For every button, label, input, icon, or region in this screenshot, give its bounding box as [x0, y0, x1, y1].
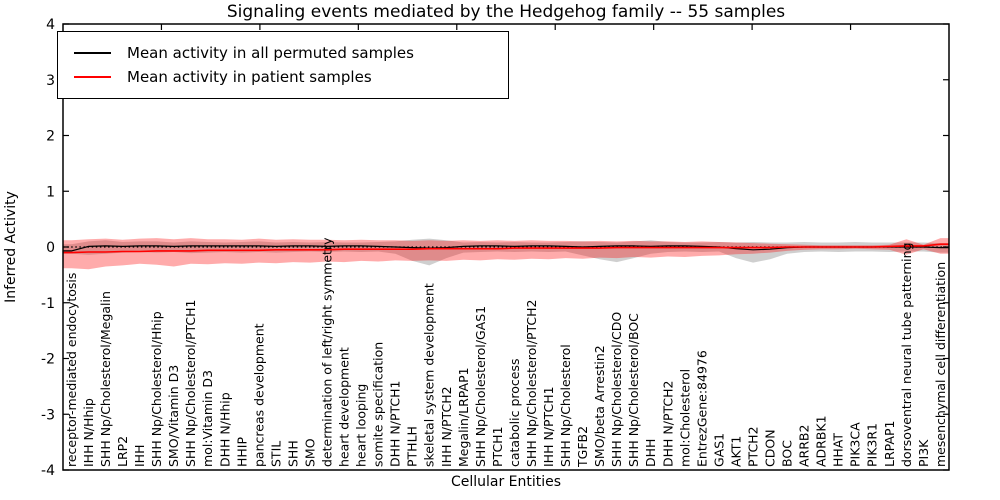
legend-label-patient: Mean activity in patient samples: [127, 68, 372, 86]
x-tick-label: mol:Vitamin D3: [200, 370, 215, 467]
x-tick-label: GAS1: [711, 433, 726, 467]
y-axis-label: Inferred Activity: [3, 191, 19, 303]
x-tick-label: heart development: [337, 347, 352, 467]
y-tick-label: -3: [41, 407, 55, 423]
patient-line-swatch: [74, 76, 111, 78]
x-tick-label: IHH N/PTCH1: [541, 386, 556, 467]
x-axis-label: Cellular Entities: [450, 474, 562, 490]
x-tick-label: AKT1: [728, 436, 743, 467]
x-tick-label: catabolic process: [507, 358, 522, 467]
x-tick-label: Megalin/LRPAP1: [456, 367, 471, 467]
x-tick-label: HHIP: [234, 437, 249, 467]
x-tick-label: SHH: [285, 440, 300, 467]
x-tick-label: heart looping: [354, 384, 369, 467]
y-tick-label: 0: [46, 240, 55, 256]
x-tick-label: DHH N/Hhip: [217, 392, 232, 467]
x-tick-label: LRP2: [115, 436, 130, 467]
x-tick-label: PIK3R1: [865, 423, 880, 467]
x-tick-label: PTCH2: [746, 426, 761, 467]
x-tick-label: skeletal system development: [422, 283, 437, 467]
x-tick-label: SMO/Vitamin D3: [166, 365, 181, 467]
y-tick-label: 4: [46, 17, 55, 33]
x-tick-label: mesenchymal cell differentiation: [933, 262, 948, 467]
x-tick-label: determination of left/right symmetry: [320, 237, 335, 467]
x-tick-label: BOC: [780, 440, 795, 467]
x-tick-label: EntrezGene:84976: [694, 350, 709, 467]
x-tick-label: ADRBK1: [814, 415, 829, 467]
legend-item-permuted: Mean activity in all permuted samples: [72, 41, 508, 65]
legend-box: Mean activity in all permuted samples Me…: [57, 31, 509, 99]
x-tick-label: receptor-mediated endocytosis: [64, 273, 79, 467]
x-tick-label: CDON: [763, 429, 778, 467]
y-tick-label: -4: [41, 463, 55, 479]
permuted-line-swatch: [74, 52, 111, 54]
x-tick-label: TGFB2: [575, 426, 590, 468]
patient-mean-line: [63, 243, 949, 254]
chart-title: Signaling events mediated by the Hedgeho…: [226, 2, 786, 22]
x-tick-label: DHH N/PTCH1: [388, 381, 403, 467]
x-tick-label: SHH Np/Cholesterol/Hhip: [149, 311, 164, 467]
x-tick-label: HHAT: [831, 433, 846, 467]
x-tick-label: IHH: [132, 445, 147, 468]
legend-item-patient: Mean activity in patient samples: [72, 65, 508, 89]
x-tick-label: PI3K: [916, 439, 931, 467]
x-tick-label: LRPAP1: [882, 421, 897, 467]
x-tick-label: SMO/beta Arrestin2: [592, 345, 607, 467]
x-tick-label: PTHLH: [405, 426, 420, 467]
x-tick-label: SMO: [303, 438, 318, 467]
x-tick-label: SHH Np/Cholesterol/Megalin: [98, 291, 113, 467]
legend-label-permuted: Mean activity in all permuted samples: [127, 44, 414, 62]
x-tick-label: SHH Np/Cholesterol/PTCH1: [183, 300, 198, 468]
x-tick-label: SHH Np/Cholesterol/PTCH2: [524, 300, 539, 468]
x-tick-label: mol:Cholesterol: [677, 369, 692, 467]
x-tick-label: dorsoventral neural tube patterning: [899, 243, 914, 468]
x-tick-label: STIL: [268, 441, 283, 467]
x-tick-label: PTCH1: [490, 426, 505, 467]
x-tick-label: DHH N/PTCH2: [660, 381, 675, 467]
x-tick-label: pancreas development: [251, 323, 266, 467]
permuted-samples-range-band: [63, 238, 949, 266]
x-tick-label: IHH N/PTCH2: [439, 386, 454, 467]
x-tick-label: somite specification: [371, 342, 386, 467]
x-tick-label: SHH Np/Cholesterol/BOC: [626, 313, 641, 467]
y-tick-label: 2: [46, 129, 55, 145]
y-tick-label: 1: [46, 184, 55, 200]
x-tick-label: DHH: [643, 439, 658, 467]
x-tick-label: IHH N/Hhip: [81, 398, 96, 467]
x-tick-label: SHH Np/Cholesterol: [558, 344, 573, 467]
y-tick-label: -1: [41, 296, 55, 312]
y-tick-label: -2: [41, 352, 55, 368]
x-tick-label: SHH Np/Cholesterol/GAS1: [473, 306, 488, 467]
x-tick-label: ARRB2: [797, 425, 812, 467]
x-tick-label: PIK3CA: [848, 422, 863, 467]
y-tick-label: 3: [46, 73, 55, 89]
x-tick-label: SHH Np/Cholesterol/CDO: [609, 312, 624, 467]
